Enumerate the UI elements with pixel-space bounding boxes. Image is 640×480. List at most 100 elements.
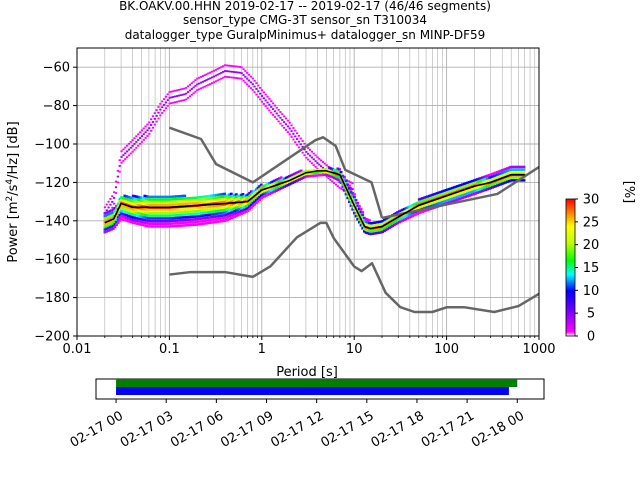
pdf-cell [206, 200, 210, 203]
pdf-cell [146, 129, 149, 132]
pdf-cell [194, 220, 198, 224]
pdf-cell [114, 186, 118, 189]
pdf-cell [207, 78, 210, 81]
pdf-cell [242, 74, 245, 76]
pdf-cell [497, 181, 501, 184]
pdf-cell [168, 96, 171, 99]
pdf-cell [316, 156, 319, 159]
pdf-cell [173, 200, 177, 204]
pdf-cell [131, 202, 135, 206]
pdf-cell [296, 173, 300, 177]
pdf-cell [275, 106, 278, 109]
pdf-cell [454, 185, 458, 189]
pdf-cell [113, 217, 117, 221]
pdf-cell [176, 216, 180, 220]
pdf-cell [241, 203, 245, 207]
pdf-cell [273, 187, 276, 191]
pdf-cell [199, 220, 203, 223]
pdf-cell [110, 214, 113, 218]
pdf-cell [454, 193, 458, 197]
pdf-cell [273, 104, 277, 107]
pdf-cell [145, 224, 148, 228]
pdf-cell [133, 197, 137, 201]
pdf-cell [170, 217, 173, 220]
timeline-tick-label: 02-17 03 [118, 409, 176, 451]
pdf-cell [304, 175, 308, 178]
pdf-cell [212, 75, 216, 78]
pdf-cell [148, 201, 152, 204]
pdf-cell [211, 207, 215, 211]
pdf-cell [219, 209, 223, 212]
pdf-cell [188, 196, 192, 200]
pdf-cell [275, 118, 278, 121]
pdf-cell [203, 214, 207, 217]
pdf-cell [140, 220, 143, 224]
pdf-cell [194, 90, 197, 93]
pdf-cell [135, 203, 138, 206]
pdf-cell [190, 202, 193, 205]
pdf-cell [111, 224, 115, 228]
pdf-cell [146, 222, 150, 225]
pdf-cell [321, 172, 325, 175]
pdf-cell [161, 211, 165, 215]
pdf-cell [351, 193, 354, 196]
pdf-cell [431, 196, 434, 199]
pdf-cell [262, 91, 265, 94]
pdf-cell [357, 218, 361, 221]
y-tick-label: −160 [34, 253, 70, 268]
pdf-cell [176, 224, 180, 228]
pdf-cell [208, 218, 212, 222]
pdf-cell [143, 197, 147, 200]
pdf-cell [509, 168, 513, 172]
pdf-cell [364, 223, 368, 226]
pdf-cell [357, 210, 361, 213]
pdf-cell [249, 75, 253, 78]
pdf-cell [148, 219, 152, 223]
pdf-cell [454, 199, 458, 202]
pdf-cell [427, 202, 431, 206]
pdf-cell [110, 220, 113, 223]
pdf-cell [146, 203, 150, 206]
x-tick-label: 100 [434, 342, 459, 357]
pdf-cell [186, 218, 190, 222]
pdf-cell [459, 186, 463, 189]
pdf-cell [158, 198, 162, 201]
pdf-cell [348, 189, 351, 193]
pdf-cell [110, 228, 113, 231]
pdf-cell [128, 209, 132, 213]
pdf-cell [372, 221, 376, 224]
pdf-cell [281, 186, 285, 189]
pdf-cell [402, 218, 406, 222]
pdf-cell [466, 192, 469, 195]
pdf-cell [246, 71, 249, 74]
pdf-cell [467, 194, 471, 197]
pdf-cell [164, 95, 167, 98]
pdf-cell [246, 77, 249, 80]
pdf-cell [409, 215, 413, 218]
pdf-cell [181, 218, 185, 222]
pdf-cell [144, 131, 147, 134]
pdf-cell [155, 217, 158, 220]
pdf-cell [174, 101, 177, 104]
pdf-cell [171, 225, 175, 228]
pdf-cell [472, 187, 476, 190]
pdf-cell [120, 201, 123, 204]
pdf-cell [319, 173, 323, 177]
pdf-cell [269, 183, 273, 187]
pdf-cell [157, 106, 160, 108]
pdf-cell [123, 213, 127, 216]
pdf-cell [226, 194, 230, 197]
pdf-cell [142, 127, 145, 130]
pdf-cell [228, 214, 232, 218]
pdf-cell [120, 196, 123, 199]
pdf-cell [221, 211, 225, 215]
pdf-cell [212, 81, 216, 84]
pdf-cell [266, 185, 270, 188]
pdf-cell [120, 206, 123, 210]
pdf-cell [266, 193, 270, 196]
pdf-cell [163, 203, 167, 207]
pdf-cell [236, 205, 240, 209]
pdf-cell [165, 209, 168, 212]
pdf-cell [113, 212, 117, 215]
